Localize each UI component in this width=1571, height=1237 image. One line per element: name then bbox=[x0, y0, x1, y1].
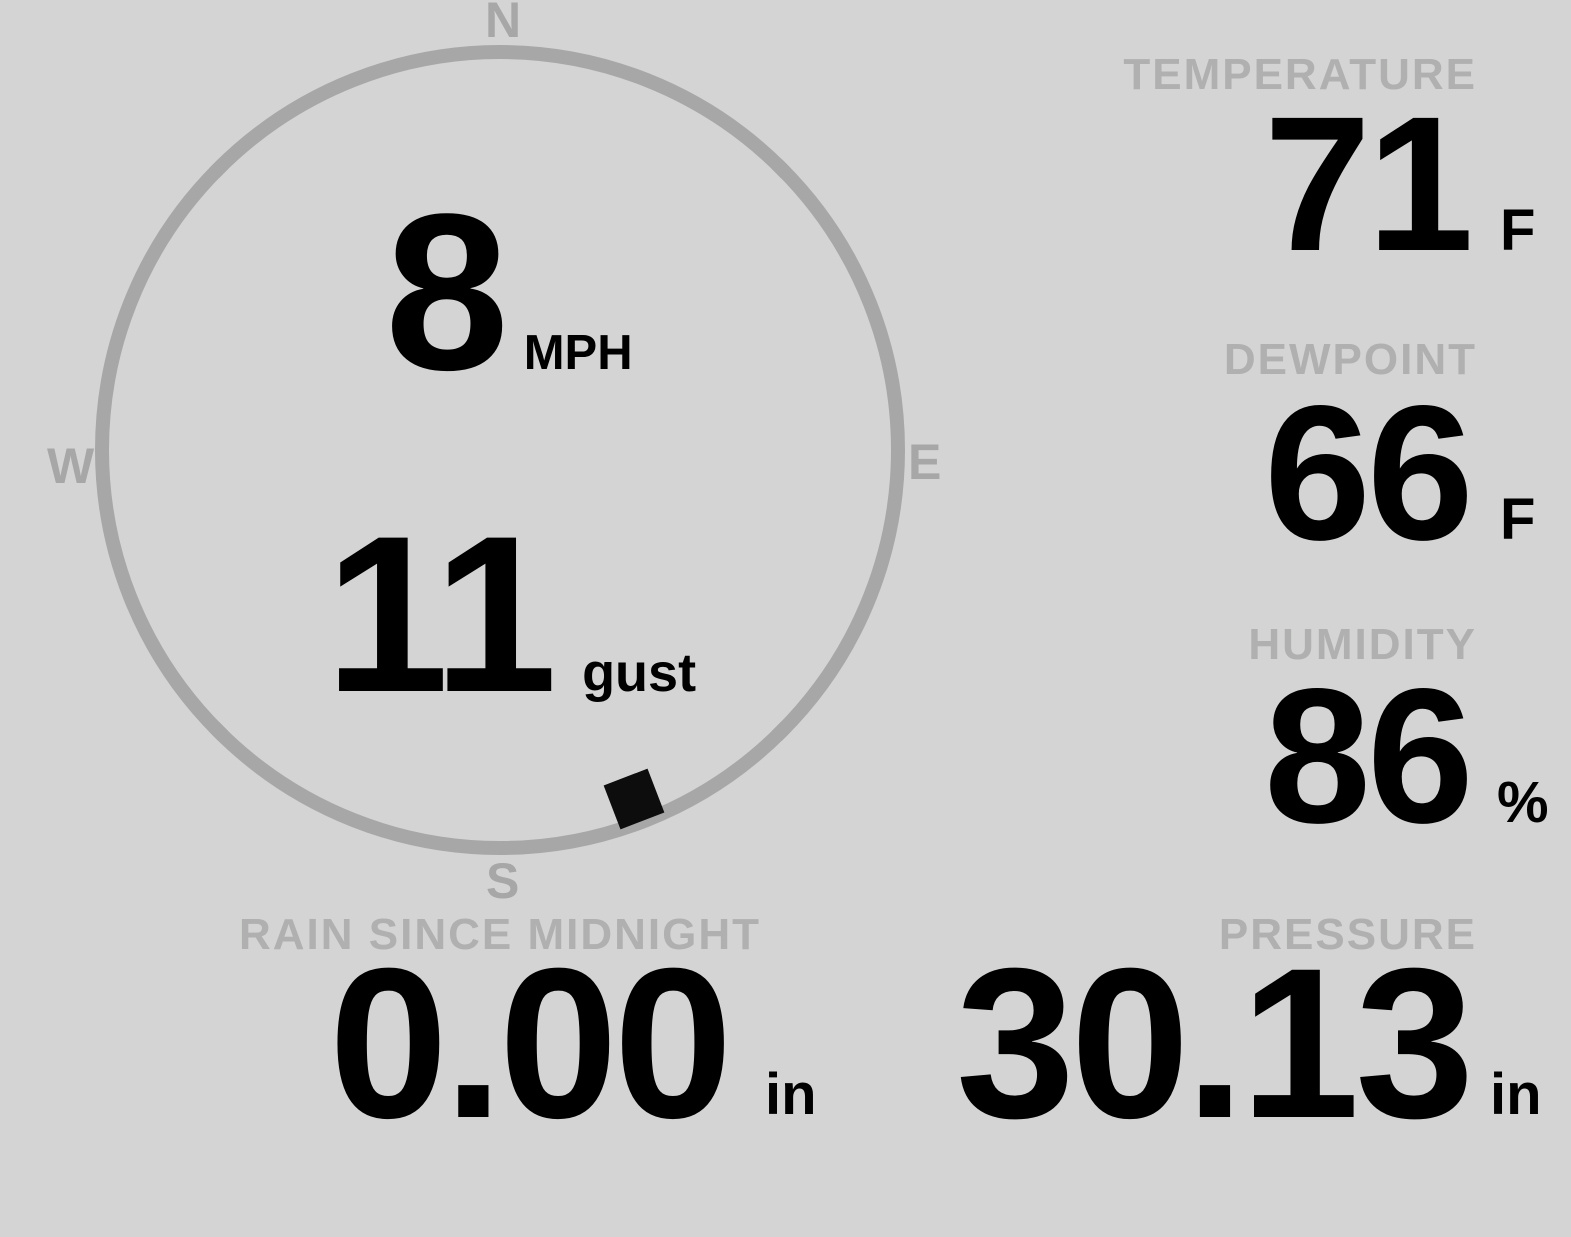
wind-speed-unit: MPH bbox=[523, 326, 633, 380]
temperature-unit: F bbox=[1500, 198, 1536, 263]
compass-cardinal-east: E bbox=[908, 434, 942, 490]
temperature-value: 71 bbox=[1264, 76, 1474, 291]
wind-gust-value: 11 bbox=[325, 490, 557, 739]
dewpoint-value: 66 bbox=[1264, 365, 1474, 580]
wind-speed-value: 8 bbox=[385, 168, 509, 417]
rain-value: 0.00 bbox=[329, 924, 733, 1163]
wind-gust-unit: gust bbox=[582, 643, 697, 703]
rain-label: RAIN SINCE MIDNIGHT bbox=[239, 910, 761, 959]
wind-speed-row: 8 MPH bbox=[385, 181, 633, 404]
humidity-value: 86 bbox=[1264, 648, 1474, 863]
pressure-unit: in bbox=[1490, 1062, 1542, 1127]
pressure-label: PRESSURE bbox=[1218, 910, 1477, 959]
compass-cardinal-north: N bbox=[485, 0, 522, 48]
humidity-unit: % bbox=[1497, 770, 1549, 835]
dewpoint-unit: F bbox=[1500, 487, 1536, 552]
pressure-value: 30.13 bbox=[955, 924, 1474, 1163]
compass-cardinal-west: W bbox=[47, 438, 95, 494]
temperature-label: TEMPERATURE bbox=[1123, 50, 1477, 99]
rain-unit: in bbox=[765, 1062, 817, 1127]
wind-gust-row: 11 gust bbox=[325, 503, 696, 726]
humidity-label: HUMIDITY bbox=[1248, 620, 1477, 669]
compass-cardinal-south: S bbox=[486, 853, 520, 909]
dewpoint-label: DEWPOINT bbox=[1223, 335, 1477, 384]
